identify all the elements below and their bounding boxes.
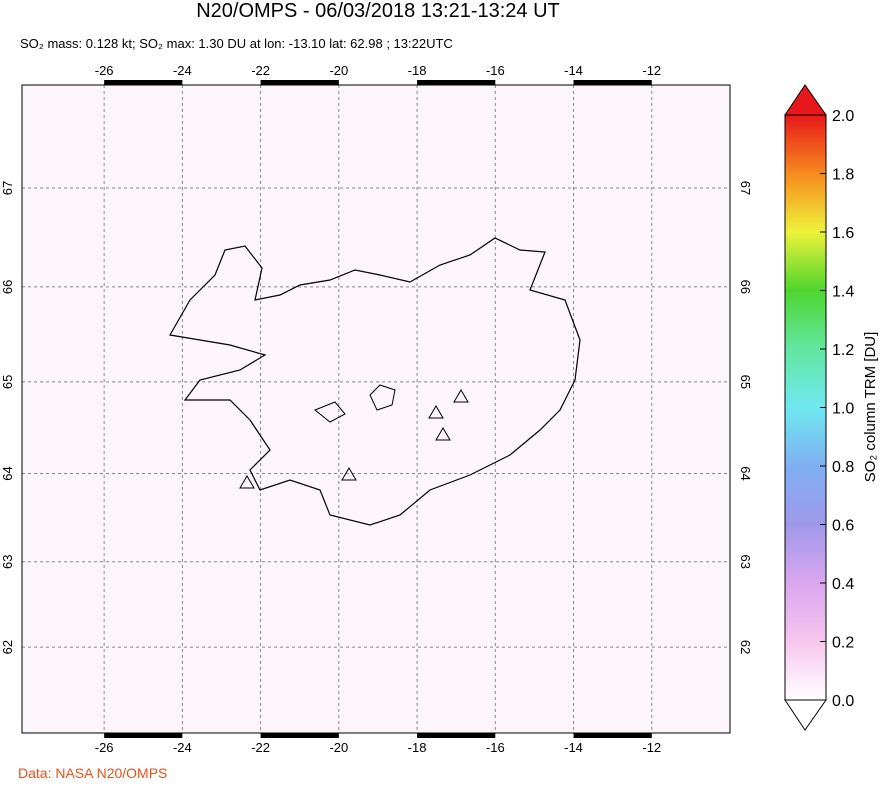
y-tick-label: 64: [738, 466, 753, 480]
axis-bar: [417, 733, 496, 738]
subtitle: SO₂ mass: 0.128 kt; SO₂ max: 1.30 DU at …: [20, 36, 453, 51]
x-tick-label: -18: [408, 740, 427, 755]
colorbar: [784, 114, 827, 701]
volcano: [453, 389, 469, 403]
x-tick-label: -16: [486, 740, 505, 755]
y-tick-label: 67: [0, 181, 15, 195]
x-tick-label: -12: [642, 63, 661, 78]
x-tick-label: -18: [408, 63, 427, 78]
colorbar-tick-label: 0.8: [832, 459, 854, 476]
y-tick-label: 62: [0, 640, 15, 654]
x-tick-label: -22: [251, 63, 270, 78]
volcano: [239, 475, 255, 489]
x-tick-label: -22: [251, 740, 270, 755]
colorbar-tick-label: 1.4: [832, 284, 854, 301]
colorbar-tick-label: 0.6: [832, 518, 854, 535]
colorbar-tick-label: 0.2: [832, 635, 854, 652]
y-tick-label: 63: [738, 555, 753, 569]
y-tick-label: 67: [738, 181, 753, 195]
credit: Data: NASA N20/OMPS: [18, 765, 167, 781]
colorbar-tick-label: 0.4: [832, 576, 854, 593]
y-tick-label: 65: [738, 375, 753, 389]
y-tick-label: 64: [0, 466, 15, 480]
x-tick-label: -24: [173, 740, 192, 755]
x-tick-label: -26: [95, 740, 114, 755]
x-tick-label: -14: [564, 740, 583, 755]
title: N20/OMPS - 06/03/2018 13:21-13:24 UT: [196, 0, 560, 22]
volcano: [341, 467, 357, 481]
axis-bar: [104, 733, 183, 738]
y-tick-label: 66: [738, 280, 753, 294]
axis-bar: [573, 733, 652, 738]
x-tick-label: -14: [564, 63, 583, 78]
colorbar-tick-label: 2.0: [832, 108, 854, 125]
volcano: [428, 405, 444, 419]
x-tick-label: -24: [173, 63, 192, 78]
axis-bar: [104, 80, 183, 85]
map-frame: [21, 84, 731, 734]
y-tick-label: 66: [0, 280, 15, 294]
volcano: [435, 427, 451, 441]
colorbar-tick-label: 1.2: [832, 342, 854, 359]
colorbar-title: SO₂ column TRM [DU]: [862, 332, 879, 483]
y-tick-label: 65: [0, 375, 15, 389]
colorbar-max-cap: [784, 84, 827, 116]
x-tick-label: -20: [329, 63, 348, 78]
x-tick-label: -16: [486, 63, 505, 78]
colorbar-tick-label: 0.0: [832, 693, 854, 710]
axis-bar: [573, 80, 652, 85]
coastline: [169, 237, 581, 526]
x-tick-label: -20: [329, 740, 348, 755]
volcano-markers: [239, 389, 469, 489]
x-tick-label: -12: [642, 740, 661, 755]
y-tick-label: 62: [738, 640, 753, 654]
colorbar-tick-label: 1.6: [832, 225, 854, 242]
axis-bar: [260, 80, 339, 85]
axis-bar: [260, 733, 339, 738]
x-tick-label: -26: [95, 63, 114, 78]
glacier-outline: [314, 384, 396, 423]
colorbar-min-cap: [784, 699, 827, 731]
colorbar-tick-label: 1.0: [832, 401, 854, 418]
y-tick-label: 63: [0, 555, 15, 569]
colorbar-tick-label: 1.8: [832, 167, 854, 184]
axis-bar: [417, 80, 496, 85]
